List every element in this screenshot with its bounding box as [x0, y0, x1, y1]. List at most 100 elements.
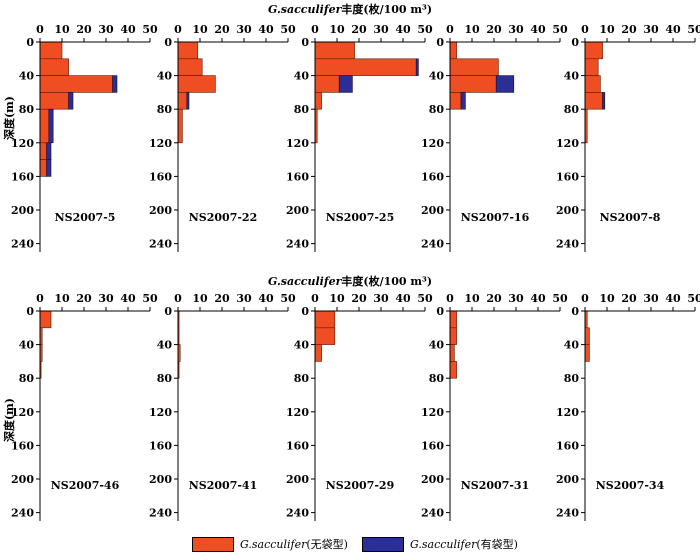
bar-no-sac-r1-ns2007-5-2: [39, 75, 113, 93]
x-tick-label-r2-ns2007-29-40: 40: [395, 292, 411, 305]
bar-no-sac-r2-ns2007-31-0: [449, 310, 457, 329]
x-tick-label-r2-ns2007-46-50: 50: [142, 292, 158, 305]
legend-item-sac: G.sacculifer (有袋型): [362, 536, 518, 552]
y-tick-label-r1-ns2007-25-40: 40: [294, 70, 310, 83]
y-tick-label-r1-ns2007-25-200: 200: [286, 204, 309, 217]
y-tick-label-r2-ns2007-34-200: 200: [556, 473, 579, 486]
y-tick-label-r1-ns2007-16-40: 40: [429, 70, 445, 83]
y-tick-label-r1-ns2007-25-80: 80: [294, 103, 310, 116]
bar-sac-r1-ns2007-8-3: [602, 92, 606, 110]
y-tick-label-r1-ns2007-8-40: 40: [564, 70, 580, 83]
x-tick-label-r1-ns2007-16-50: 50: [552, 23, 568, 36]
x-tick-label-r1-ns2007-25-10: 10: [329, 23, 345, 36]
x-tick-label-r1-ns2007-16-0: 0: [446, 23, 454, 36]
y-tick-label-r1-ns2007-22-80: 80: [157, 103, 173, 116]
row-title-1: G.sacculifer丰度(枚/100 m³): [268, 2, 432, 16]
bar-no-sac-r1-ns2007-22-2: [177, 75, 216, 93]
x-tick-label-r2-ns2007-34-40: 40: [665, 292, 681, 305]
y-tick-label-r2-ns2007-31-40: 40: [429, 339, 445, 352]
y-tick-label-r1-ns2007-16-80: 80: [429, 103, 445, 116]
bar-no-sac-r2-ns2007-34-1: [584, 327, 590, 345]
bar-sac-r1-ns2007-5-5: [46, 142, 52, 160]
bar-sac-r1-ns2007-22-3: [186, 92, 190, 110]
x-tick-label-r1-ns2007-5-50: 50: [142, 23, 158, 36]
x-tick-label-r1-ns2007-8-50: 50: [687, 23, 700, 36]
y-tick-label-r1-ns2007-5-40: 40: [19, 70, 35, 83]
y-tick-label-r2-ns2007-29-240: 240: [286, 507, 309, 520]
y-tick-label-r2-ns2007-31-0: 0: [436, 305, 444, 318]
x-tick-label-r2-ns2007-29-50: 50: [417, 292, 433, 305]
y-tick-label-r2-ns2007-41-40: 40: [157, 339, 173, 352]
x-tick-label-r1-ns2007-16-20: 20: [486, 23, 502, 36]
station-label-r1-ns2007-22: NS2007-22: [189, 211, 258, 224]
y-tick-label-r1-ns2007-8-0: 0: [571, 36, 579, 49]
y-tick-label-r2-ns2007-29-120: 120: [286, 406, 309, 419]
station-label-r1-ns2007-5: NS2007-5: [55, 211, 116, 224]
y-tick-label-r2-ns2007-46-160: 160: [11, 439, 34, 452]
y-tick-label-r2-ns2007-31-160: 160: [421, 439, 444, 452]
x-tick-label-r2-ns2007-29-10: 10: [329, 292, 345, 305]
y-tick-label-r1-ns2007-16-240: 240: [421, 238, 444, 251]
x-tick-label-r2-ns2007-31-0: 0: [446, 292, 454, 305]
bar-no-sac-r2-ns2007-29-2: [314, 344, 322, 362]
x-tick-label-r2-ns2007-41-30: 30: [236, 292, 252, 305]
y-tick-label-r2-ns2007-41-120: 120: [149, 406, 172, 419]
bar-no-sac-r1-ns2007-22-4: [177, 108, 183, 144]
y-tick-label-r2-ns2007-34-160: 160: [556, 439, 579, 452]
bar-sac-r1-ns2007-16-3: [460, 92, 466, 110]
x-tick-label-r2-ns2007-31-10: 10: [464, 292, 480, 305]
bar-sac-r1-ns2007-25-2: [338, 75, 353, 93]
x-tick-label-r1-ns2007-25-50: 50: [417, 23, 433, 36]
x-tick-label-r1-ns2007-22-0: 0: [174, 23, 182, 36]
y-tick-label-r2-ns2007-31-120: 120: [421, 406, 444, 419]
y-tick-label-r1-ns2007-25-160: 160: [286, 170, 309, 183]
y-tick-label-r1-ns2007-8-240: 240: [556, 238, 579, 251]
legend-label-sac-prefix: G.sacculifer: [410, 537, 477, 551]
x-tick-label-r1-ns2007-8-0: 0: [581, 23, 589, 36]
x-tick-label-r2-ns2007-41-40: 40: [258, 292, 274, 305]
y-tick-label-r1-ns2007-16-0: 0: [436, 36, 444, 49]
y-tick-label-r1-ns2007-22-240: 240: [149, 238, 172, 251]
y-tick-label-r2-ns2007-46-240: 240: [11, 507, 34, 520]
x-tick-label-r2-ns2007-31-30: 30: [508, 292, 524, 305]
x-tick-label-r1-ns2007-22-20: 20: [214, 23, 230, 36]
x-tick-label-r2-ns2007-29-0: 0: [311, 292, 319, 305]
legend: G.sacculifer (无袋型) G.sacculifer (有袋型): [192, 536, 612, 556]
y-tick-label-r1-ns2007-16-160: 160: [421, 170, 444, 183]
y-tick-label-r2-ns2007-34-40: 40: [564, 339, 580, 352]
x-tick-label-r1-ns2007-5-0: 0: [36, 23, 44, 36]
row-title-unit: 丰度(枚/100 m³): [341, 2, 432, 16]
x-tick-label-r1-ns2007-25-30: 30: [373, 23, 389, 36]
y-tick-label-r1-ns2007-16-200: 200: [421, 204, 444, 217]
x-tick-label-r2-ns2007-46-30: 30: [98, 292, 114, 305]
x-tick-label-r1-ns2007-5-40: 40: [120, 23, 136, 36]
x-tick-label-r2-ns2007-41-50: 50: [280, 292, 296, 305]
x-tick-label-r1-ns2007-22-10: 10: [192, 23, 208, 36]
y-tick-label-r2-ns2007-41-200: 200: [149, 473, 172, 486]
x-tick-label-r1-ns2007-8-30: 30: [643, 23, 659, 36]
bar-no-sac-r2-ns2007-31-1: [449, 327, 457, 345]
y-tick-label-r2-ns2007-31-80: 80: [429, 372, 445, 385]
x-tick-label-r1-ns2007-5-30: 30: [98, 23, 114, 36]
bar-sac-r1-ns2007-5-6: [46, 159, 52, 177]
row-title-unit: 丰度(枚/100 m³): [341, 274, 432, 288]
x-tick-label-r1-ns2007-16-30: 30: [508, 23, 524, 36]
bar-sac-r1-ns2007-25-1: [415, 58, 419, 76]
bar-no-sac-r2-ns2007-29-1: [314, 327, 336, 345]
x-tick-label-r2-ns2007-41-10: 10: [192, 292, 208, 305]
x-tick-label-r1-ns2007-8-40: 40: [665, 23, 681, 36]
y-tick-label-r1-ns2007-25-0: 0: [301, 36, 309, 49]
bar-no-sac-r1-ns2007-8-1: [584, 58, 599, 76]
y-tick-label-r2-ns2007-41-240: 240: [149, 507, 172, 520]
x-tick-label-r1-ns2007-22-40: 40: [258, 23, 274, 36]
bar-no-sac-r2-ns2007-31-2: [449, 344, 455, 362]
y-tick-label-r1-ns2007-22-200: 200: [149, 204, 172, 217]
bar-no-sac-r1-ns2007-16-1: [449, 58, 499, 76]
row-title-species: G.sacculifer: [268, 3, 343, 16]
bar-no-sac-r1-ns2007-5-1: [39, 58, 69, 76]
legend-label-sac-suffix: (有袋型): [476, 538, 518, 551]
bar-no-sac-r1-ns2007-22-1: [177, 58, 203, 76]
y-axis-label-2: 深度(m): [2, 398, 16, 442]
x-tick-label-r2-ns2007-46-40: 40: [120, 292, 136, 305]
x-tick-label-r2-ns2007-31-50: 50: [552, 292, 568, 305]
